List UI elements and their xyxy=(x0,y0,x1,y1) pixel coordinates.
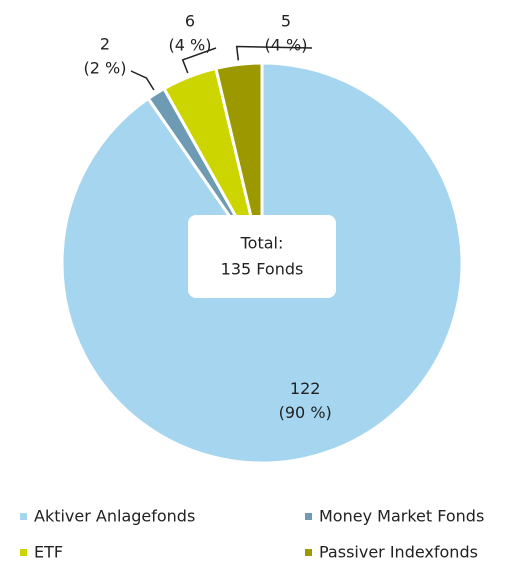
center-label: 135 Fonds xyxy=(221,260,304,279)
legend-label: Money Market Fonds xyxy=(319,507,484,526)
percent-label: (4 %) xyxy=(265,36,308,55)
center-box xyxy=(188,215,336,298)
data-label: 2 xyxy=(100,35,110,54)
data-label: 5 xyxy=(281,12,291,31)
percent-label: (4 %) xyxy=(169,36,212,55)
percent-label: (2 %) xyxy=(84,59,127,78)
center-label: Total: xyxy=(240,234,284,253)
legend-label: Aktiver Anlagefonds xyxy=(34,507,195,526)
pie-slice xyxy=(214,61,264,264)
leader-line xyxy=(181,47,217,74)
percent-label: (90 %) xyxy=(279,403,332,422)
legend-swatch xyxy=(20,513,27,520)
legend-swatch xyxy=(305,513,312,520)
legend-swatch xyxy=(305,549,312,556)
leader-line xyxy=(235,45,313,61)
data-label: 122 xyxy=(290,379,321,398)
legend-label: ETF xyxy=(34,543,63,562)
data-label: 6 xyxy=(185,12,195,31)
legend-label: Passiver Indexfonds xyxy=(319,543,478,562)
legend-swatch xyxy=(20,549,27,556)
leader-line xyxy=(130,70,155,91)
